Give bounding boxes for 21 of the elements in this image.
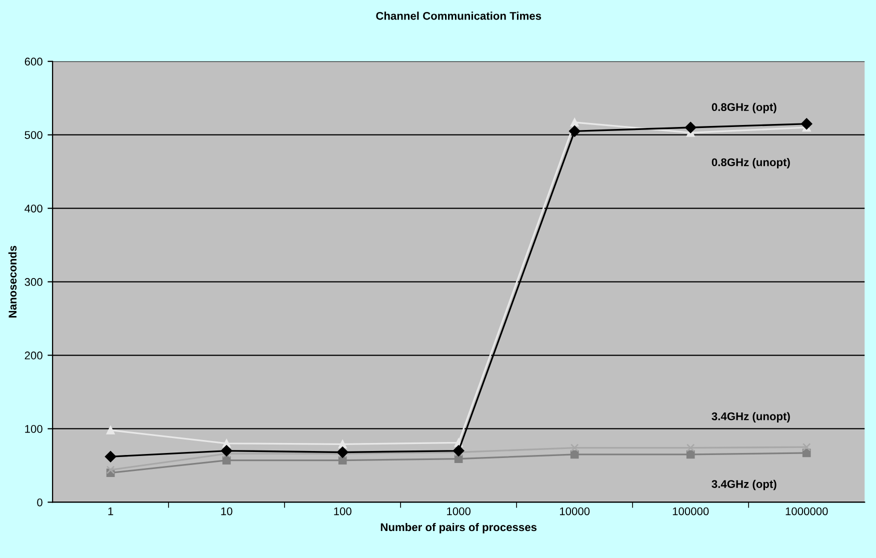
- x-tick-label: 1: [108, 507, 114, 516]
- y-tick-label: 600: [24, 58, 42, 66]
- y-tick-label: 100: [25, 424, 42, 433]
- y-axis-title: Nanoseconds: [8, 246, 17, 318]
- y-tick-label: 200: [24, 352, 42, 360]
- x-axis-title: Number of pairs of processes: [380, 522, 537, 534]
- text: 0.8GHz (unopt): [712, 158, 790, 168]
- x-tick-label: 1000000: [786, 507, 828, 516]
- series-label: 0.8GHz (opt): [712, 102, 776, 114]
- y-tick-label: 400: [24, 204, 42, 212]
- x-tick-label: 100: [334, 507, 352, 516]
- x-tick-label: 100000: [672, 507, 709, 516]
- x-tick-label: 1000: [447, 507, 471, 516]
- y-tick-label: 500: [24, 131, 42, 139]
- x-tick-label: 10000: [560, 507, 590, 516]
- y-tick-label: 300: [24, 278, 42, 286]
- chart-title: Channel Communication Times: [376, 12, 542, 20]
- text: 3.4GHz (unopt): [712, 412, 790, 422]
- y-tick-label: 0: [37, 498, 42, 506]
- x-tick-label: 10: [221, 507, 232, 516]
- text: 3.4GHz (opt): [712, 480, 776, 490]
